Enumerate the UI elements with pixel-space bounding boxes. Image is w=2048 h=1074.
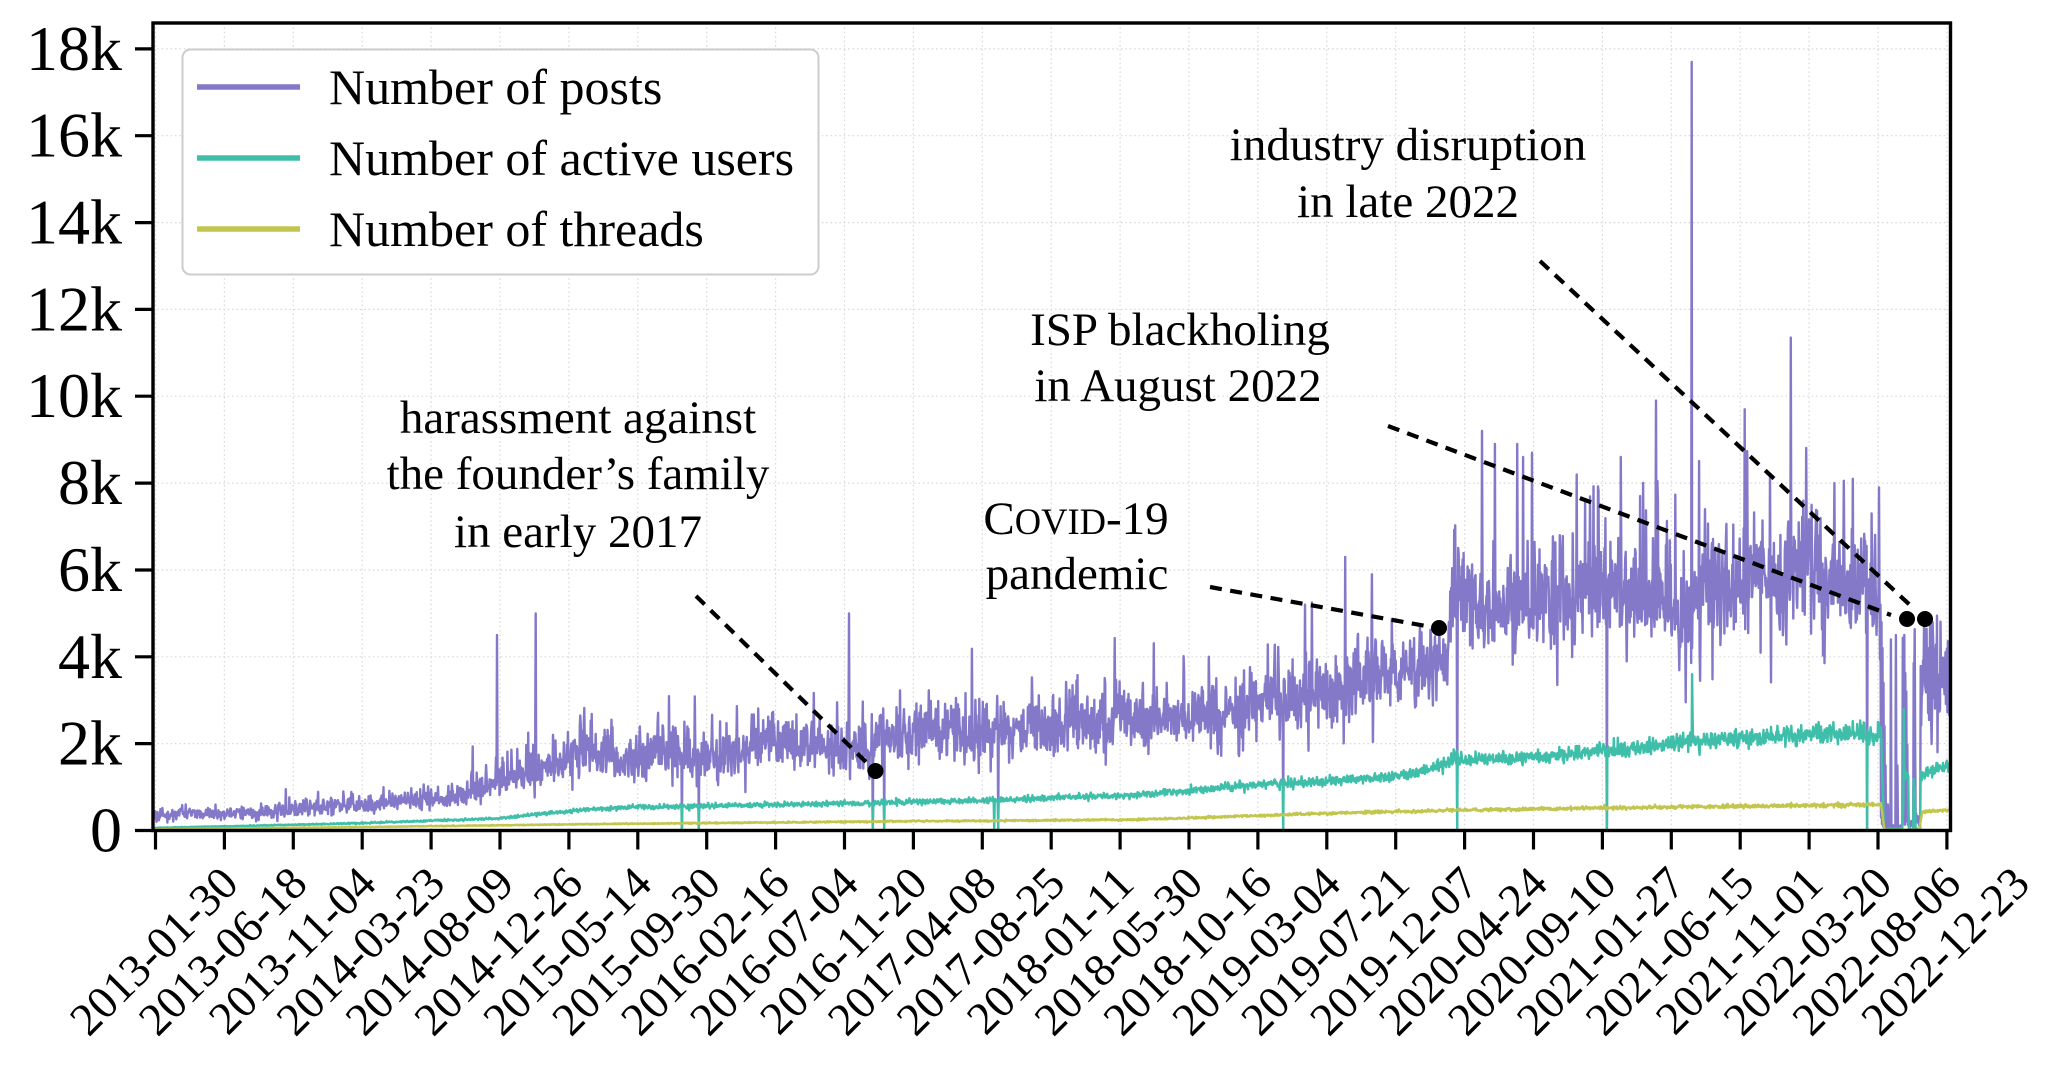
svg-text:14k: 14k <box>26 187 122 258</box>
svg-text:18k: 18k <box>26 13 122 84</box>
svg-text:2k: 2k <box>58 708 122 779</box>
svg-text:industry disruption: industry disruption <box>1230 119 1586 171</box>
svg-text:16k: 16k <box>26 100 122 171</box>
svg-text:Number of posts: Number of posts <box>329 59 662 115</box>
svg-text:the founder’s family: the founder’s family <box>387 448 770 500</box>
svg-text:in early 2017: in early 2017 <box>454 506 702 558</box>
svg-text:Number of threads: Number of threads <box>329 201 704 257</box>
svg-text:ISP blackholing: ISP blackholing <box>1030 304 1330 356</box>
svg-text:0: 0 <box>90 795 122 866</box>
svg-text:12k: 12k <box>26 273 122 344</box>
svg-text:6k: 6k <box>58 534 122 605</box>
svg-text:in late 2022: in late 2022 <box>1297 176 1519 228</box>
svg-text:harassment against: harassment against <box>400 392 756 444</box>
svg-text:pandemic: pandemic <box>986 548 1169 600</box>
svg-text:Number of active users: Number of active users <box>329 130 794 186</box>
svg-text:in August 2022: in August 2022 <box>1034 360 1321 412</box>
svg-text:4k: 4k <box>58 621 122 692</box>
svg-text:COVID-19: COVID-19 <box>983 493 1168 545</box>
svg-text:10k: 10k <box>26 360 122 431</box>
svg-text:8k: 8k <box>58 447 122 518</box>
